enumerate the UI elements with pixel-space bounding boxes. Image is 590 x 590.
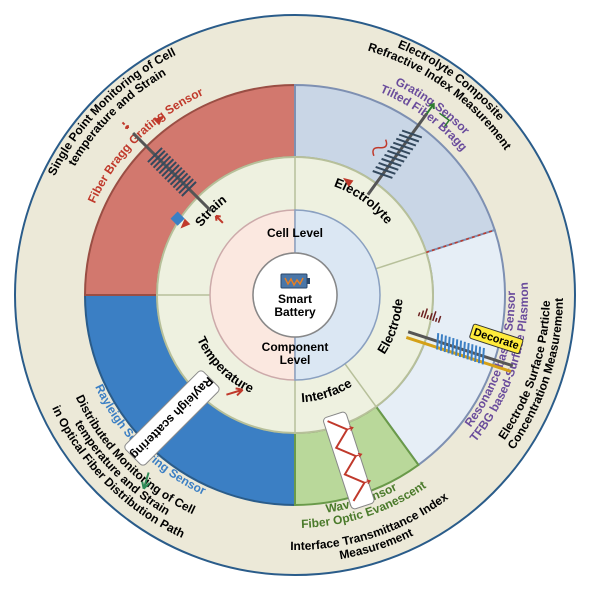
level-top-label: Cell Level bbox=[267, 226, 323, 240]
core-label: SmartBattery bbox=[274, 292, 316, 319]
battery-icon bbox=[281, 274, 310, 288]
